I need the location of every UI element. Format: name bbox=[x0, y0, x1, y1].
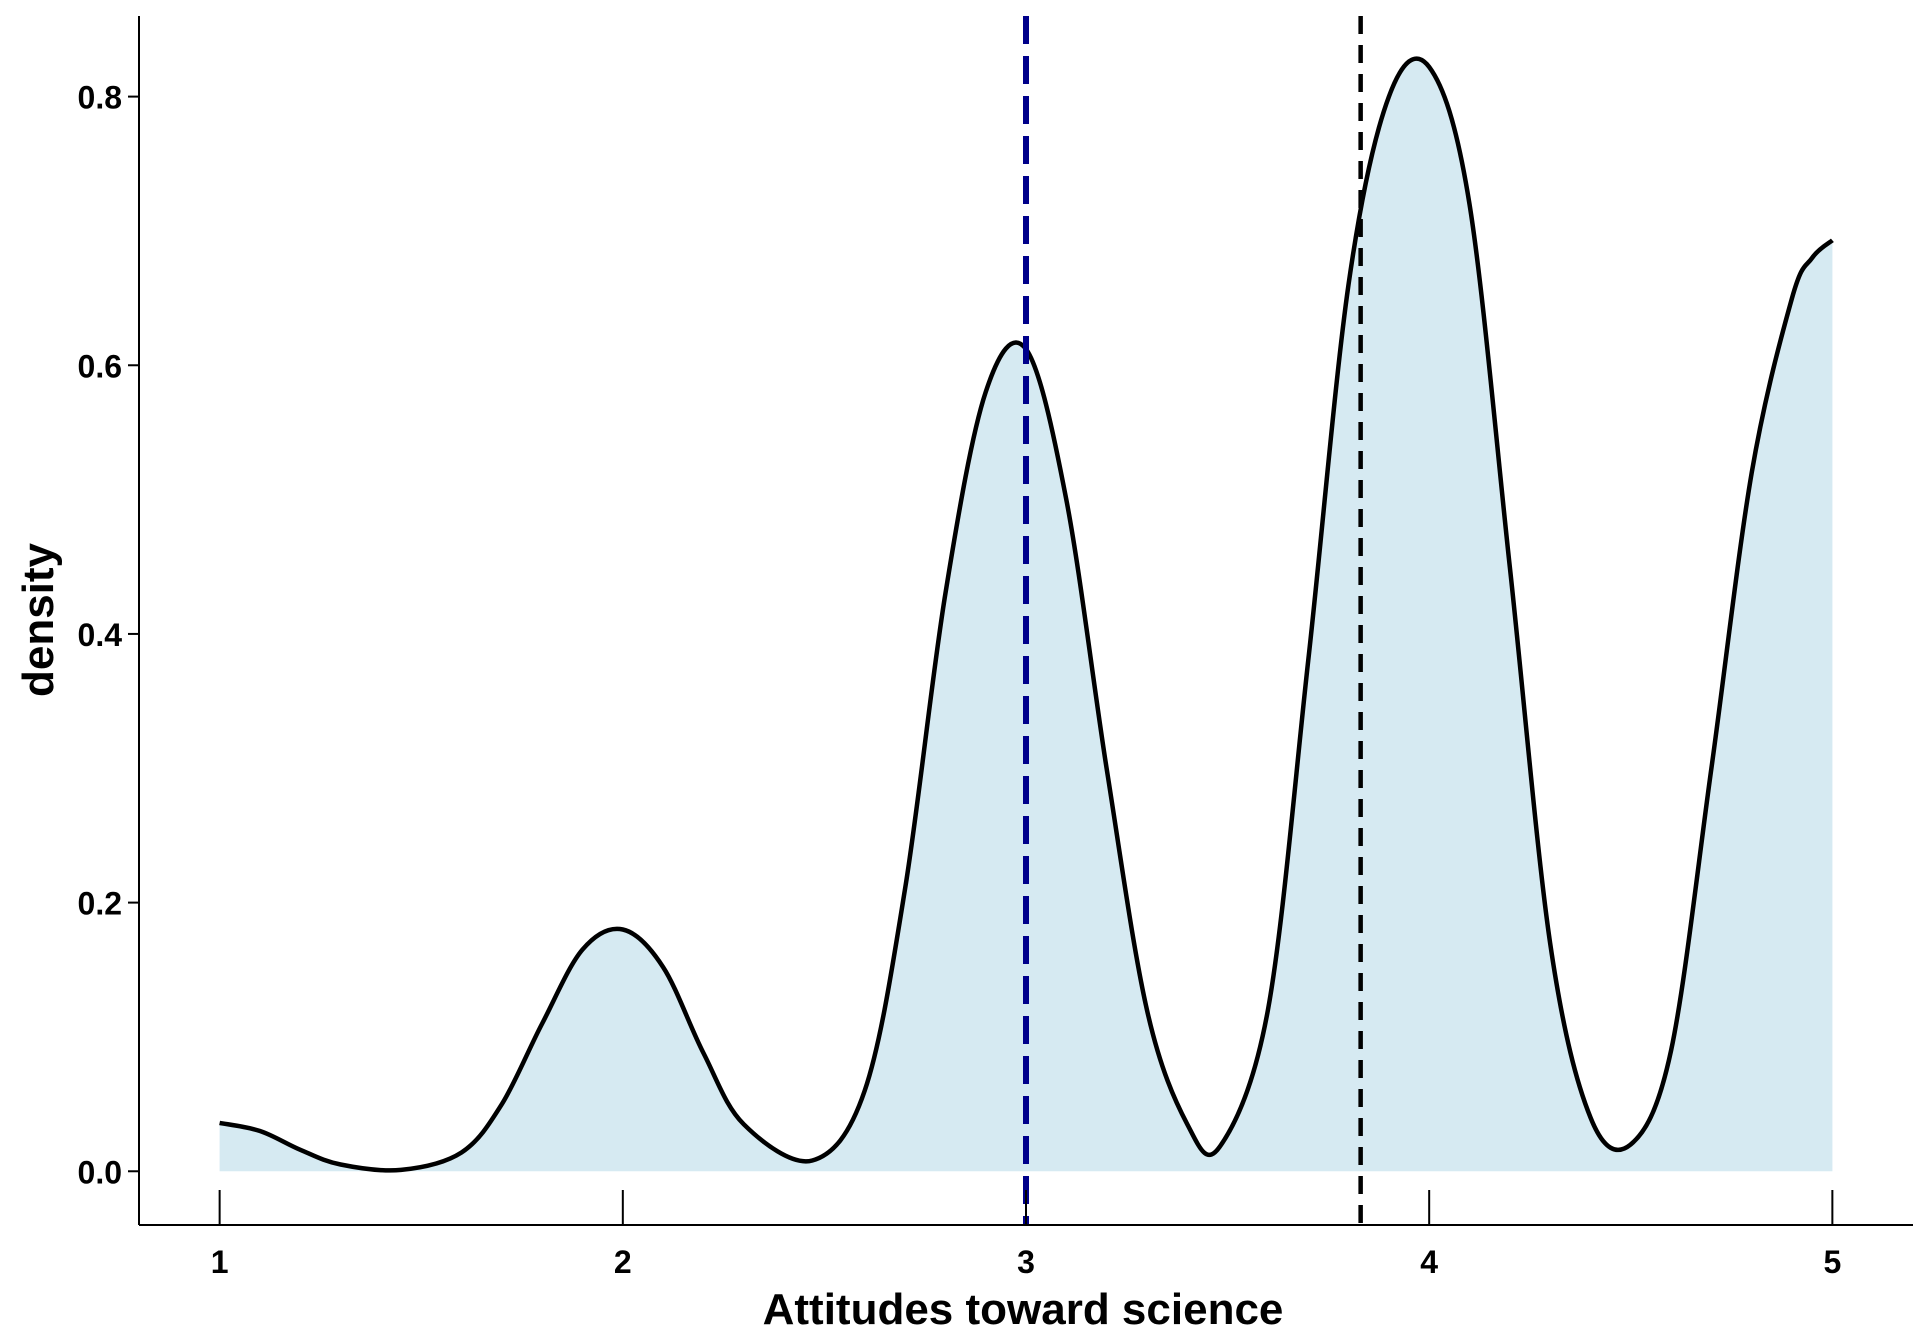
density-curve bbox=[219, 56, 1834, 1173]
x-tick-label: 5 bbox=[1823, 1244, 1841, 1280]
x-tick-label: 3 bbox=[1017, 1244, 1035, 1280]
y-tick-label: 0.8 bbox=[78, 80, 122, 116]
y-tick-label: 0.6 bbox=[78, 348, 122, 384]
plot-area bbox=[219, 16, 1834, 1225]
x-tick-label: 4 bbox=[1420, 1244, 1438, 1280]
y-axis-title: density bbox=[14, 542, 63, 697]
x-tick-label: 1 bbox=[211, 1244, 229, 1280]
y-tick-label: 0.4 bbox=[78, 617, 123, 653]
x-tick-label: 2 bbox=[614, 1244, 632, 1280]
y-tick-label: 0.2 bbox=[78, 886, 122, 922]
y-tick-label: 0.0 bbox=[78, 1154, 122, 1190]
density-area-fill bbox=[219, 58, 1833, 1172]
ticks: 1 2 3 4 5 0.0 0.2 0.4 0.6 0.8 bbox=[78, 80, 1842, 1280]
x-axis-title: Attitudes toward science bbox=[763, 1285, 1284, 1334]
